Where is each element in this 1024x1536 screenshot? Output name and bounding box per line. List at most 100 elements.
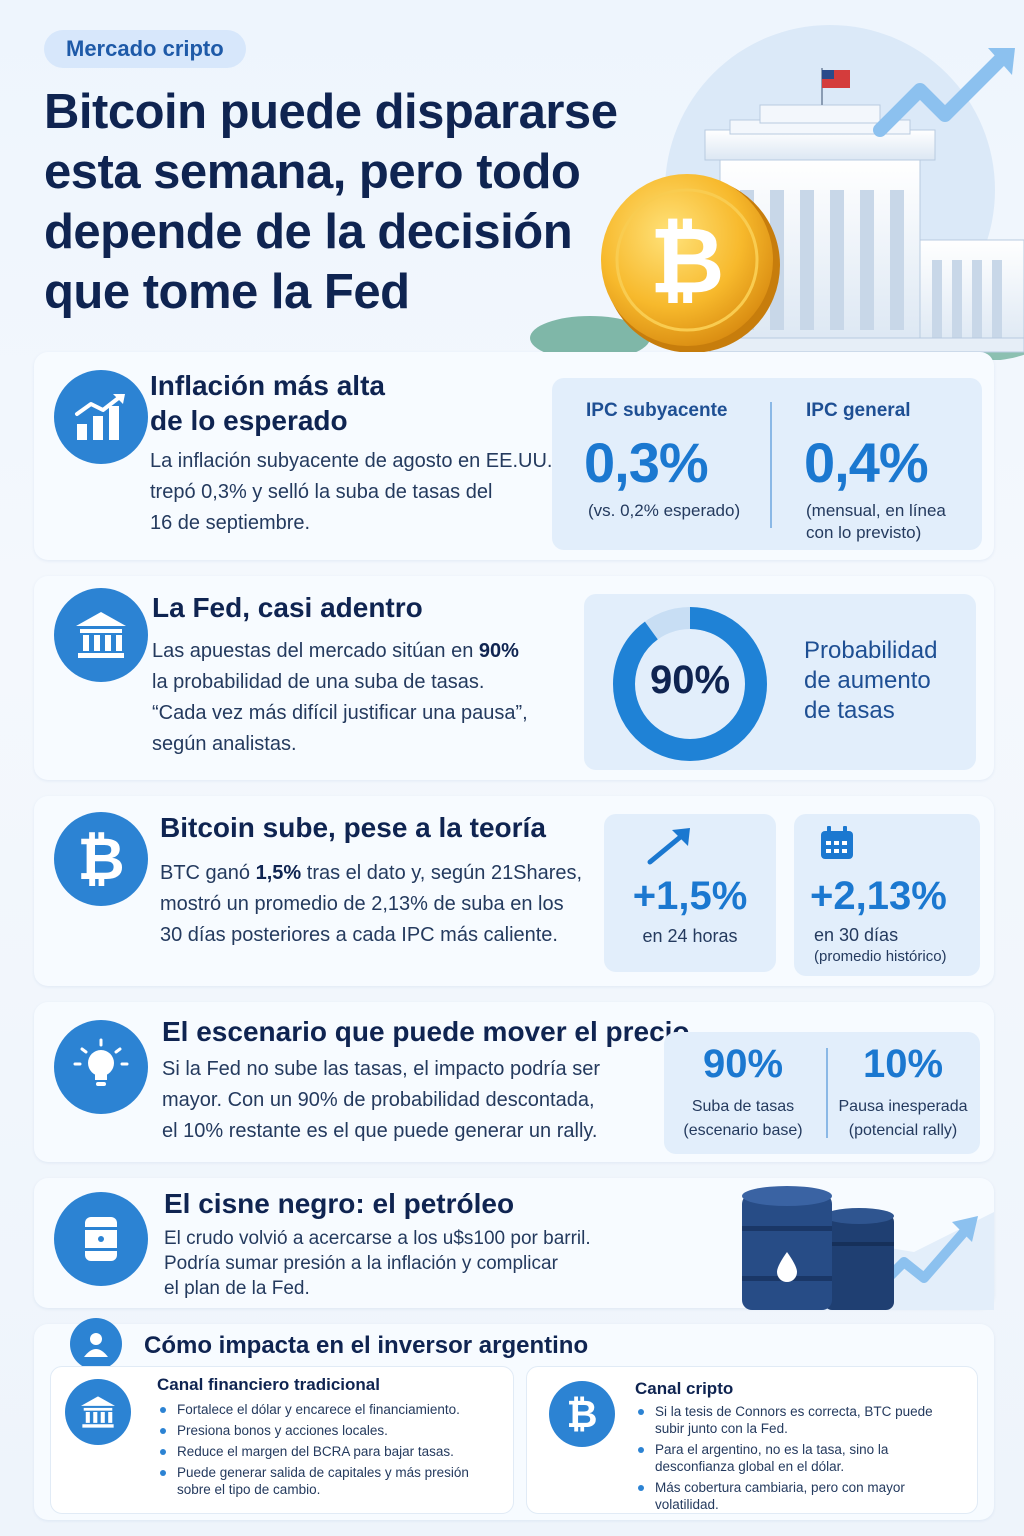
- crypto-channel-card: ₿ Canal cripto Si la tesis de Connors es…: [526, 1366, 978, 1514]
- gauge-arc: [613, 607, 767, 761]
- body-line: 16 de septiembre.: [150, 512, 311, 534]
- ipc-general-label: IPC general: [806, 400, 911, 421]
- bitcoin-card: ₿ Bitcoin sube, pese a la teoría BTC gan…: [34, 796, 994, 986]
- btc-24h-sub: en 24 horas: [642, 926, 738, 946]
- title-line: esta semana, pero todo: [44, 145, 581, 199]
- probability-gauge: [613, 607, 767, 761]
- pause-label: Pausa inesperada: [838, 1098, 968, 1115]
- sub-line: con lo previsto): [806, 523, 922, 542]
- body-line: mostró un promedio de 2,13% de suba en l…: [160, 893, 564, 915]
- bullet-text: Puede generar salida de capitales y más …: [177, 1465, 469, 1480]
- list-item: Si la tesis de Connors es correcta, BTC …: [635, 1403, 965, 1437]
- body-line: “Cada vez más difícil justificar una pau…: [152, 702, 528, 724]
- bullet-text: desconfianza global en el dólar.: [655, 1459, 845, 1474]
- gauge-label: Probabilidad de aumento de tasas: [804, 636, 937, 726]
- bullet-text: volatilidad.: [655, 1497, 719, 1512]
- bullet-text: Reduce el margen del BCRA para bajar tas…: [177, 1444, 454, 1459]
- traditional-channel-card: Canal financiero tradicional Fortalece e…: [50, 1366, 514, 1514]
- btc-24h-value: +1,5%: [632, 874, 748, 918]
- title-line: de lo esperado: [150, 405, 348, 436]
- oil-barrels-illustration: [634, 1186, 994, 1310]
- user-icon: [70, 1318, 122, 1370]
- body-text: tras el dato y, según 21Shares,: [301, 862, 583, 884]
- label-line: de aumento: [804, 667, 931, 694]
- fed-title: La Fed, casi adentro: [152, 592, 423, 623]
- hero-illustration: ₿: [530, 25, 1024, 360]
- ipc-general-sub: (mensual, en línea con lo previsto): [806, 500, 946, 544]
- ipc-core-value: 0,3%: [584, 431, 709, 494]
- bullet-text: subir junto con la Fed.: [655, 1421, 788, 1436]
- bullet-text: sobre el tipo de cambio.: [177, 1482, 321, 1497]
- list-item: Más cobertura cambiaria, pero con mayor v…: [635, 1479, 965, 1513]
- bullet-text: Para el argentino, no es la tasa, sino l…: [655, 1442, 889, 1457]
- body-text: Las apuestas del mercado sitúan en: [152, 640, 479, 662]
- body-highlight: 90%: [478, 640, 519, 662]
- bitcoin-icon: ₿: [549, 1381, 615, 1447]
- list-item: Fortalece el dólar y encarece el financi…: [157, 1401, 507, 1418]
- bullet-text: Más cobertura cambiaria, pero con mayor: [655, 1480, 905, 1495]
- investor-title: Cómo impacta en el inversor argentino: [144, 1332, 589, 1359]
- btc-30d-value: +2,13%: [810, 874, 947, 918]
- bullet-text: Fortalece el dólar y encarece el financi…: [177, 1402, 460, 1417]
- body-line: Si la Fed no sube las tasas, el impacto …: [162, 1058, 601, 1080]
- label-line: Probabilidad: [804, 637, 938, 664]
- investor-card: Cómo impacta en el inversor argentino Ca…: [34, 1318, 994, 1520]
- body-highlight: 1,5%: [255, 862, 302, 884]
- chart-up-icon: [54, 370, 148, 464]
- rate-hike-label: Suba de tasas: [691, 1098, 795, 1115]
- sub-line: (mensual, en línea: [806, 501, 946, 520]
- title-line: Inflación más alta: [150, 370, 385, 401]
- title-line: que tome la Fed: [44, 265, 410, 319]
- traditional-channel-title: Canal financiero tradicional: [157, 1375, 380, 1394]
- sub-line: en 30 días: [814, 925, 899, 945]
- list-item: Para el argentino, no es la tasa, sino l…: [635, 1441, 965, 1475]
- body-line: Podría sumar presión a la inflación y co…: [164, 1253, 558, 1274]
- btc-30d-panel: +2,13% en 30 días (promedio histórico): [794, 814, 980, 976]
- bitcoin-coin-icon: ₿: [601, 174, 780, 353]
- list-item: Presiona bonos y acciones locales.: [157, 1422, 507, 1439]
- calendar-icon: [821, 826, 853, 859]
- bank-icon: [65, 1379, 131, 1445]
- bitcoin-icon: ₿: [54, 812, 148, 906]
- rate-hike-value: 90%: [702, 1042, 784, 1086]
- bullet-text: Presiona bonos y acciones locales.: [177, 1423, 388, 1438]
- scenario-stats-panel: 90% Suba de tasas (escenario base) 10% P…: [664, 1032, 980, 1154]
- body-line: el plan de la Fed.: [164, 1278, 310, 1299]
- bitcoin-body: BTC ganó 1,5% tras el dato y, según 21Sh…: [160, 858, 582, 951]
- body-line: BTC ganó 1,5% tras el dato y, según 21Sh…: [160, 858, 582, 889]
- oil-card: El cisne negro: el petróleo El crudo vol…: [34, 1178, 994, 1310]
- body-line: El crudo volvió a acercarse a los u$s100…: [164, 1228, 591, 1249]
- oil-body: El crudo volvió a acercarse a los u$s100…: [164, 1226, 591, 1301]
- inflation-title: Inflación más alta de lo esperado: [150, 368, 385, 438]
- btc-24h-panel: +1,5% en 24 horas: [604, 814, 776, 972]
- body-line: según analistas.: [152, 733, 297, 755]
- pause-sub: (potencial rally): [848, 1122, 958, 1139]
- divider: [826, 1048, 828, 1138]
- bullet-text: Si la tesis de Connors es correcta, BTC …: [655, 1404, 933, 1419]
- body-line: el 10% restante es el que puede generar …: [162, 1120, 598, 1142]
- ipc-core-label: IPC subyacente: [586, 400, 728, 421]
- list-item: Reduce el margen del BCRA para bajar tas…: [157, 1443, 507, 1460]
- svg-text:₿: ₿: [650, 207, 725, 314]
- lightbulb-icon: [54, 1020, 148, 1114]
- body-line: trepó 0,3% y selló la suba de tasas del: [150, 481, 493, 503]
- page-title: Bitcoin puede dispararse esta semana, pe…: [44, 82, 654, 322]
- ipc-core-sub: (vs. 0,2% esperado): [588, 501, 741, 520]
- body-text: BTC ganó: [160, 862, 256, 884]
- ipc-stats-panel: IPC subyacente 0,3% (vs. 0,2% esperado) …: [552, 378, 982, 550]
- body-line: Las apuestas del mercado sitúan en 90%: [152, 636, 528, 667]
- probability-panel: 90% Probabilidad de aumento de tasas: [584, 594, 976, 770]
- crypto-bullets: Si la tesis de Connors es correcta, BTC …: [635, 1403, 965, 1517]
- inflation-card: Inflación más alta de lo esperado La inf…: [34, 352, 994, 560]
- crypto-channel-title: Canal cripto: [635, 1379, 734, 1398]
- title-line: Bitcoin puede dispararse: [44, 85, 618, 139]
- arrow-up-right-icon: [647, 828, 690, 865]
- bitcoin-title: Bitcoin sube, pese a la teoría: [160, 812, 546, 843]
- oil-title: El cisne negro: el petróleo: [164, 1188, 515, 1219]
- traditional-bullets: Fortalece el dólar y encarece el financi…: [157, 1401, 507, 1502]
- oil-barrel-icon: [54, 1192, 148, 1286]
- btc-30d-sub: en 30 días (promedio histórico): [814, 924, 947, 968]
- scenario-title: El escenario que puede mover el precio: [162, 1016, 690, 1047]
- scenario-body: Si la Fed no sube las tasas, el impacto …: [162, 1054, 600, 1147]
